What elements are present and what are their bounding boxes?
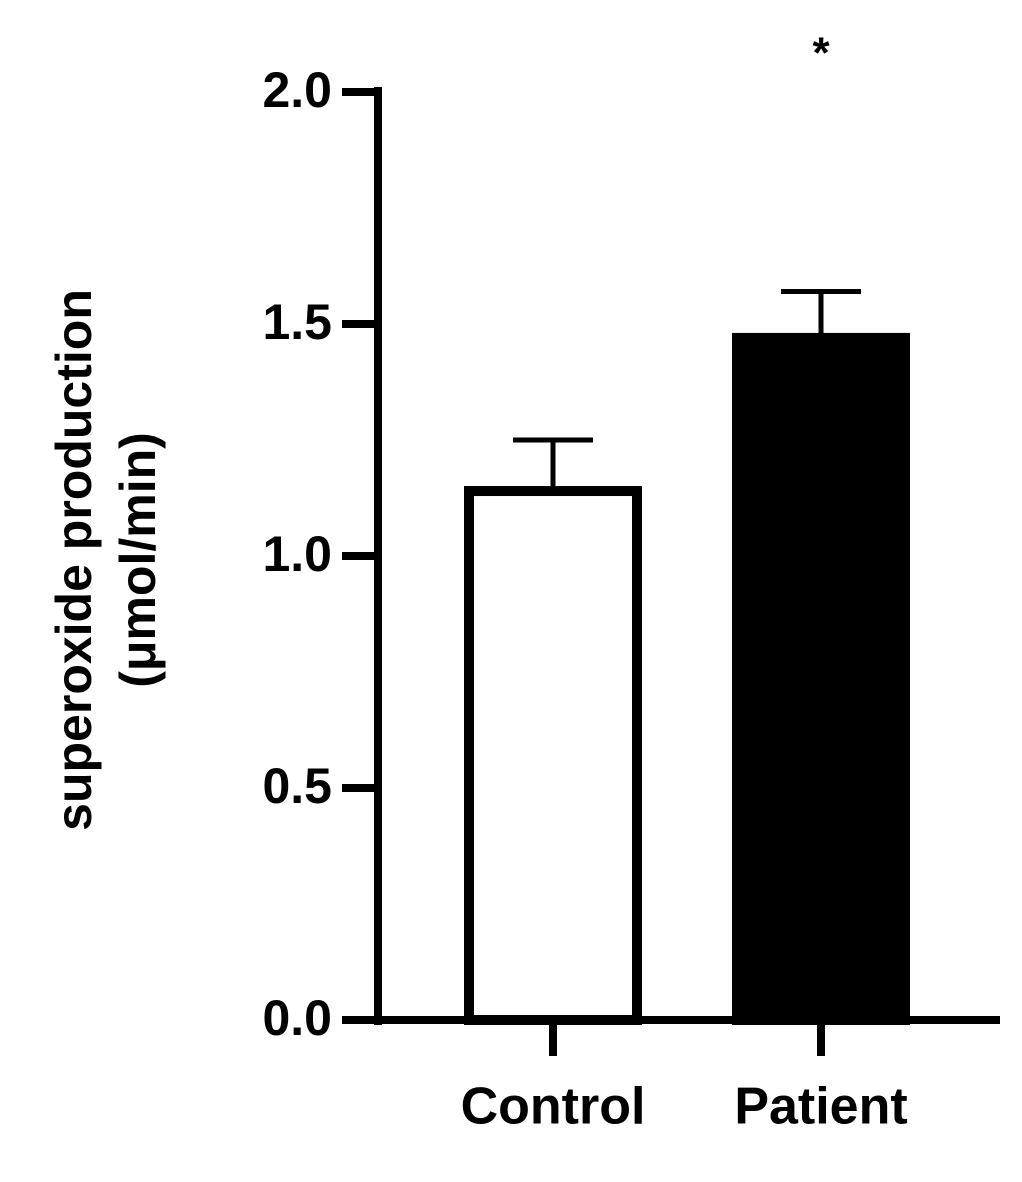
y-tick-label: 0.0 [262, 990, 332, 1046]
x-tick-label: Patient [734, 1078, 907, 1136]
y-tick-label: 2.0 [262, 62, 332, 118]
y-tick-label: 1.5 [262, 294, 332, 350]
x-tick-label: Control [461, 1078, 646, 1136]
y-axis-title: superoxide production (μmol/min) [46, 289, 166, 831]
y-tick-label: 1.0 [262, 526, 332, 582]
y-axis-title-line: superoxide production [46, 289, 102, 831]
y-tick-label: 0.5 [262, 758, 332, 814]
y-axis-title-line: (μmol/min) [110, 432, 166, 688]
significance-marker: * [812, 29, 830, 78]
bar [732, 332, 910, 1026]
bar [464, 486, 642, 1026]
